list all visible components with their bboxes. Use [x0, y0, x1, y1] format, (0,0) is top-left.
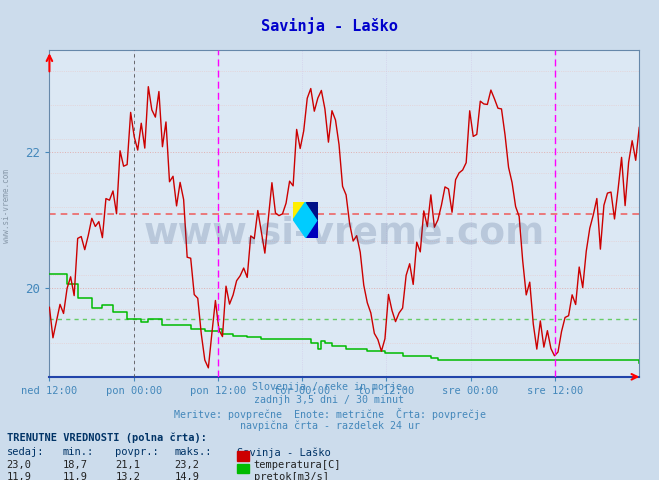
Text: navpična črta - razdelek 24 ur: navpična črta - razdelek 24 ur	[239, 420, 420, 431]
Polygon shape	[293, 202, 306, 220]
Polygon shape	[293, 202, 318, 238]
Text: pretok[m3/s]: pretok[m3/s]	[254, 472, 329, 480]
Text: 13,2: 13,2	[115, 472, 140, 480]
Text: www.si-vreme.com: www.si-vreme.com	[144, 215, 545, 251]
Text: Savinja - Laško: Savinja - Laško	[237, 447, 331, 458]
Text: sedaj:: sedaj:	[7, 447, 44, 457]
Text: TRENUTNE VREDNOSTI (polna črta):: TRENUTNE VREDNOSTI (polna črta):	[7, 433, 206, 444]
Text: temperatura[C]: temperatura[C]	[254, 460, 341, 470]
Text: zadnjh 3,5 dni / 30 minut: zadnjh 3,5 dni / 30 minut	[254, 395, 405, 405]
Text: povpr.:: povpr.:	[115, 447, 159, 457]
Text: min.:: min.:	[63, 447, 94, 457]
Polygon shape	[306, 220, 318, 238]
Text: 11,9: 11,9	[63, 472, 88, 480]
Text: Meritve: povprečne  Enote: metrične  Črta: povprečje: Meritve: povprečne Enote: metrične Črta:…	[173, 408, 486, 420]
Text: Slovenija / reke in morje.: Slovenija / reke in morje.	[252, 382, 407, 392]
Text: www.si-vreme.com: www.si-vreme.com	[2, 169, 11, 243]
Text: 23,0: 23,0	[7, 460, 32, 470]
Text: Savinja - Laško: Savinja - Laško	[261, 17, 398, 34]
Text: 23,2: 23,2	[175, 460, 200, 470]
Text: maks.:: maks.:	[175, 447, 212, 457]
Text: 11,9: 11,9	[7, 472, 32, 480]
Text: 21,1: 21,1	[115, 460, 140, 470]
Polygon shape	[306, 202, 318, 220]
Text: 18,7: 18,7	[63, 460, 88, 470]
Text: 14,9: 14,9	[175, 472, 200, 480]
